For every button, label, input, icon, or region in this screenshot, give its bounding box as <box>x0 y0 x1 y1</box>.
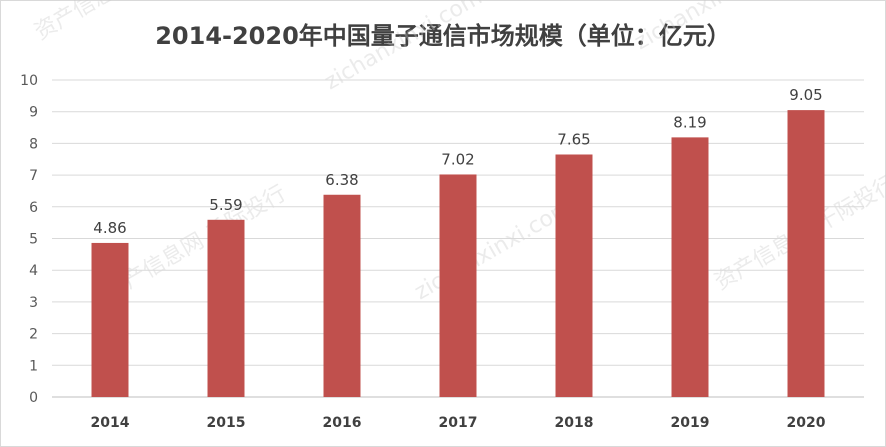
data-labels: 4.86 5.59 6.38 7.02 7.65 8.19 9.05 <box>93 86 822 237</box>
x-tick-label-2016: 2016 <box>323 415 362 431</box>
y-tick-label: 1 <box>29 358 38 374</box>
x-tick-label-2018: 2018 <box>555 415 594 431</box>
y-tick-label: 8 <box>29 136 38 152</box>
data-label-2015: 5.59 <box>209 196 242 214</box>
x-tick-label-2014: 2014 <box>91 415 130 431</box>
y-tick-label: 4 <box>29 263 38 279</box>
bar-2019 <box>671 137 709 397</box>
bar-2020 <box>787 110 825 398</box>
bar-2018 <box>555 154 593 397</box>
y-tick-label: 9 <box>29 105 38 121</box>
bar-2016 <box>323 194 361 397</box>
x-tick-label-2017: 2017 <box>439 415 478 431</box>
watermark-text: zichanxinxi.com <box>631 0 797 55</box>
y-tick-label: 7 <box>29 168 38 184</box>
y-tick-label: 0 <box>29 390 38 406</box>
bar-2017 <box>439 174 477 397</box>
y-axis-ticks: 0 1 2 3 4 5 6 7 8 9 10 <box>20 73 38 406</box>
bar-2014 <box>91 242 129 397</box>
data-label-2017: 7.02 <box>441 150 474 168</box>
watermark-text: 资产信息网 千际投行 <box>101 181 291 305</box>
y-tick-label: 2 <box>29 327 38 343</box>
y-tick-label: 10 <box>20 73 38 89</box>
chart-title: 2014-2020年中国量子通信市场规模（单位：亿元） <box>155 22 731 50</box>
y-tick-label: 3 <box>29 295 38 311</box>
y-tick-label: 6 <box>29 200 38 216</box>
bar-2015 <box>207 219 245 397</box>
data-label-2020: 9.05 <box>789 86 822 104</box>
y-tick-label: 5 <box>29 232 38 248</box>
x-tick-label-2015: 2015 <box>207 415 246 431</box>
data-label-2016: 6.38 <box>325 171 358 189</box>
data-label-2018: 7.65 <box>557 130 590 148</box>
data-label-2014: 4.86 <box>93 219 126 237</box>
watermark-text: zichanxinxi.com <box>411 195 577 305</box>
x-tick-label-2020: 2020 <box>787 415 826 431</box>
data-label-2019: 8.19 <box>673 113 706 131</box>
bars <box>91 110 825 398</box>
x-axis-categories: 2014 2015 2016 2017 2018 2019 2020 <box>91 415 826 431</box>
watermark-text: 资产信息网 千际投行 <box>31 0 221 45</box>
x-tick-label-2019: 2019 <box>671 415 710 431</box>
watermark-text: zichanxinxi.com <box>321 0 487 95</box>
